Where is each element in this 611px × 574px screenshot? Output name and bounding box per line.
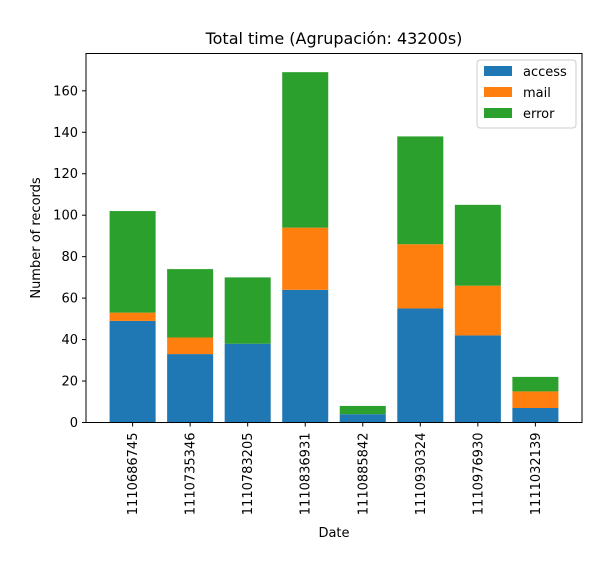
y-tick-label: 0 [70, 416, 78, 431]
legend-swatch-error [484, 108, 512, 118]
bar-error-1110976930 [454, 204, 501, 286]
legend: access mail error [476, 59, 577, 129]
bar-access-1110976930 [454, 335, 501, 423]
y-tick-label: 120 [53, 167, 78, 182]
bar-mail-1110735346 [167, 337, 214, 355]
x-tick-label: 1110783205 [241, 433, 256, 516]
y-tick-label: 40 [61, 333, 78, 348]
bar-error-1110836931 [282, 72, 329, 228]
x-tick-label: 1110686745 [126, 433, 141, 516]
x-tick-label: 1110836931 [299, 433, 314, 516]
bar-mail-1110686745 [109, 312, 156, 321]
bar-error-1110686745 [109, 211, 156, 313]
y-tick-label: 140 [53, 126, 78, 141]
x-tick-label: 1110976930 [471, 433, 486, 516]
bars-layer [109, 72, 559, 423]
bar-access-1110885842 [339, 414, 386, 423]
bar-error-1110885842 [339, 405, 386, 415]
axes-layer: 0 20 40 60 80 100 120 140 160 1110686745 111073534… [53, 84, 544, 515]
bar-access-1110836931 [282, 289, 329, 423]
bar-mail-1110930324 [397, 244, 444, 309]
legend-label-access: access [523, 65, 567, 80]
bar-mail-1110976930 [454, 285, 501, 336]
chart-title: Total time (Agrupación: 43200s) [205, 29, 463, 48]
bar-access-1110783205 [224, 343, 271, 423]
x-tick-label: 1111032139 [529, 433, 544, 516]
legend-swatch-access [484, 66, 512, 76]
bar-access-1110686745 [109, 320, 156, 423]
y-tick-label: 160 [53, 84, 78, 99]
legend-label-error: error [523, 107, 555, 122]
x-tick-label: 1110735346 [184, 433, 199, 516]
bar-mail-1111032139 [512, 391, 559, 408]
x-tick-label: 1110885842 [356, 433, 371, 516]
y-tick-label: 20 [61, 375, 78, 390]
y-tick-label: 100 [53, 209, 78, 224]
bar-error-1111032139 [512, 376, 559, 392]
legend-label-mail: mail [523, 86, 551, 101]
legend-swatch-mail [484, 87, 512, 97]
bar-access-1110930324 [397, 308, 444, 423]
x-axis-label: Date [318, 526, 349, 541]
bar-error-1110735346 [167, 269, 214, 338]
y-axis-label: Number of records [29, 177, 44, 299]
bar-error-1110930324 [397, 136, 444, 245]
x-tick-label: 1110930324 [414, 433, 429, 516]
y-tick-label: 60 [61, 292, 78, 307]
bar-mail-1110836931 [282, 227, 329, 290]
bar-access-1110735346 [167, 354, 214, 423]
bar-error-1110783205 [224, 277, 271, 344]
plot-frame [85, 53, 583, 423]
y-tick-label: 80 [61, 250, 78, 265]
bar-access-1111032139 [512, 407, 559, 423]
